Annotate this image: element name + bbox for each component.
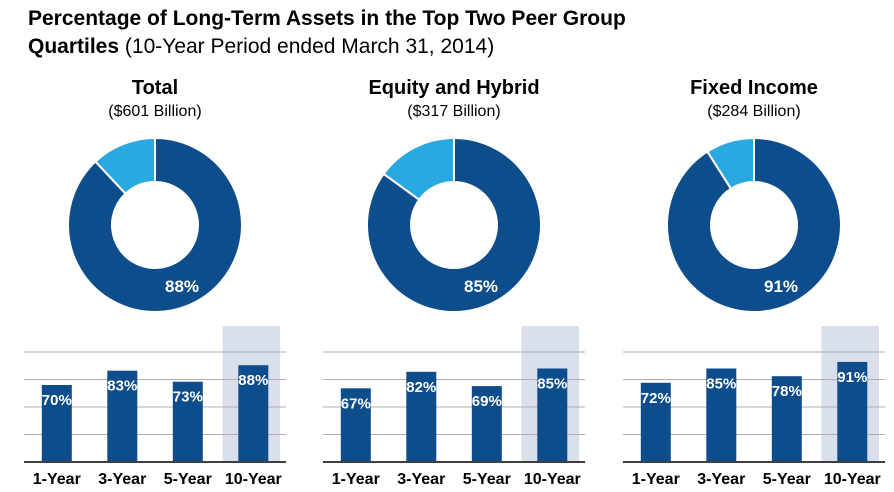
page-title-line2-bold: Quartiles [28,34,120,58]
bar-10-year [537,368,568,462]
x-axis-label: 10-Year [225,471,282,488]
x-axis-label: 5-Year [164,471,212,488]
x-axis-label: 10-Year [524,471,581,488]
bar-value-label: 69% [472,393,502,410]
chart-subtitle-total: ($601 Billion) [108,103,202,120]
donut-segment-remainder [94,136,156,196]
bar-value-label: 85% [706,376,736,393]
donut-segment-top-two-quartiles [67,136,243,313]
bar-value-label: 85% [537,376,567,393]
x-axis-label: 1-Year [632,471,680,488]
bar-value-label: 72% [641,390,671,407]
chart-title-fixed-income: Fixed Income [690,77,818,99]
chart-subtitle-equity-and-hybrid: ($317 Billion) [407,103,501,120]
x-axis-label: 5-Year [763,471,811,488]
donut-segment-top-two-quartiles [666,136,842,313]
chart-subtitle-fixed-income: ($284 Billion) [707,103,801,120]
x-axis-label: 3-Year [98,471,146,488]
bar-1-year [41,385,72,462]
bar-5-year [172,381,203,462]
page-title-line1: Percentage of Long-Term Assets in the To… [28,7,626,30]
bar-1-year [640,382,671,462]
x-axis-label: 5-Year [463,471,511,488]
page-title-line2-normal: (10-Year Period ended March 31, 2014) [124,34,495,58]
bar-value-label: 91% [837,369,867,386]
chart-title-total: Total [131,77,179,99]
bar-3-year [107,370,138,462]
page-title: Percentage of Long-Term Assets in the To… [28,5,858,60]
bar-1-year [340,388,371,462]
bar-value-label: 67% [341,395,371,412]
bar-10-year [238,365,269,462]
bar-value-label: 70% [42,392,72,409]
donut-percentage-label: 88% [165,277,199,296]
donut-chart-total: 88% [67,136,243,313]
donut-segment-remainder [382,136,455,202]
bar-3-year [706,368,737,462]
bar-value-label: 82% [406,379,436,396]
bar-value-label: 78% [772,383,802,400]
x-axis-label: 3-Year [697,471,745,488]
bar-chart-fixed-income: 72% 1-Year 85% 3-Year 78% 5-Year 91% 10-Year [623,326,885,488]
bar-3-year [406,371,437,462]
panel-fixed-income: Fixed Income ($284 Billion) 91% 72% 1-Yea… [623,76,885,492]
donut-chart-fixed-income: 91% [666,136,842,313]
bar-value-label: 83% [107,378,137,395]
panel-total: Total ($601 Billion) 88% 70% 1-Year 83% 3-Y… [24,76,286,492]
x-axis-label: 1-Year [33,471,81,488]
bar-5-year [471,386,502,462]
bar-10-year [837,361,868,462]
bar-5-year [771,376,802,462]
bar-chart-total: 70% 1-Year 83% 3-Year 73% 5-Year 88% 10-Year [24,326,286,488]
donut-percentage-label: 85% [464,277,498,296]
x-axis-label: 10-Year [824,471,881,488]
x-axis-label: 1-Year [332,471,380,488]
x-axis-label: 3-Year [397,471,445,488]
donut-segment-remainder [705,136,755,191]
donut-percentage-label: 91% [764,277,798,296]
donut-chart-equity-and-hybrid: 85% [366,136,542,313]
panel-equity-and-hybrid: Equity and Hybrid ($317 Billion) 85% 67%… [323,76,585,492]
chart-title-equity-and-hybrid: Equity and Hybrid [368,77,540,99]
bar-value-label: 73% [173,389,203,406]
donut-segment-top-two-quartiles [366,136,542,313]
bar-chart-equity-and-hybrid: 67% 1-Year 82% 3-Year 69% 5-Year 85% 10-Year [323,326,585,488]
bar-value-label: 88% [238,372,268,389]
